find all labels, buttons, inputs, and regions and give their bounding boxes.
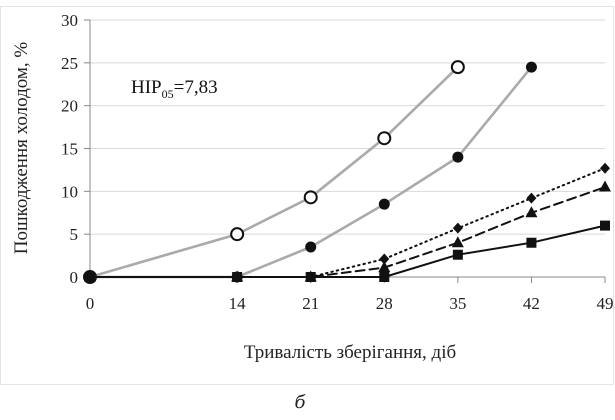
data-point-square [600, 220, 610, 231]
data-point-triangle [378, 261, 391, 273]
series-square [85, 220, 610, 282]
y-tick-label: 15 [61, 140, 78, 159]
data-point-filled-circle [525, 61, 537, 73]
data-point-square [305, 272, 316, 282]
nir-annotation-base: НІР [131, 77, 162, 98]
y-tick-label: 0 [70, 268, 79, 287]
y-tick-label: 30 [61, 11, 78, 30]
data-point-filled-circle [452, 151, 464, 163]
chart-border [0, 6, 614, 385]
data-point-square [85, 272, 95, 282]
data-point-open-circle [303, 190, 318, 205]
x-tick-label: 42 [523, 294, 540, 313]
y-tick-label: 25 [61, 54, 78, 73]
data-point-triangle [525, 206, 538, 218]
panel-label: б [295, 392, 307, 413]
nir-annotation-value: =7,83 [174, 77, 218, 98]
x-tick-label: 21 [302, 294, 319, 313]
data-point-filled-circle [305, 241, 317, 253]
x-tick-label: 0 [86, 294, 95, 313]
y-tick-label: 20 [61, 97, 78, 116]
x-tick-label: 14 [229, 294, 247, 313]
y-tick-label: 5 [70, 225, 79, 244]
data-point-filled-circle [378, 198, 390, 210]
data-point-triangle [599, 180, 611, 192]
data-point-diamond [600, 162, 610, 174]
data-point-triangle [451, 236, 464, 248]
x-tick-label: 28 [376, 294, 393, 313]
y-tick-label: 10 [61, 182, 78, 201]
nir-annotation: НІР05=7,83 [131, 77, 218, 101]
data-point-diamond [379, 253, 390, 265]
data-point-diamond [526, 192, 537, 204]
data-point-diamond [452, 222, 463, 234]
data-point-square [452, 249, 463, 260]
data-point-square [379, 272, 390, 282]
x-axis-title: Тривалість зберігання, діб [244, 342, 456, 363]
data-point-open-circle [230, 227, 245, 242]
data-point-open-circle [377, 131, 392, 146]
nir-annotation-subscript: 05 [162, 87, 174, 101]
x-tick-label: 35 [449, 294, 466, 313]
x-tick-label: 49 [597, 294, 614, 313]
data-point-square [232, 272, 243, 282]
data-point-open-circle [450, 60, 465, 75]
data-point-square [526, 237, 537, 248]
y-axis-title: Пошкодження холодом, % [11, 42, 32, 255]
